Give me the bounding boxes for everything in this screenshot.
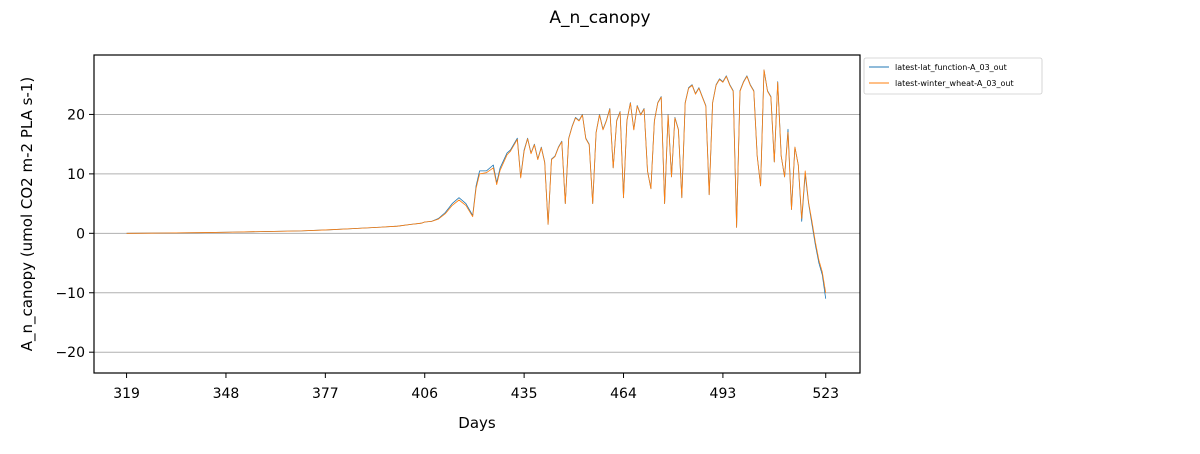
series-line-1 (126, 69, 827, 299)
x-axis-ticks: 319 348 377 406 435 464 493 523 (113, 373, 839, 402)
x-tick-label: 493 (710, 386, 737, 402)
gridlines (94, 113, 860, 353)
legend-label: latest-winter_wheat-A_03_out (895, 79, 1014, 88)
x-tick-label: 435 (511, 386, 538, 402)
y-axis-ticks: −20 −10 0 10 20 (55, 107, 94, 361)
y-tick-label: −20 (55, 345, 85, 361)
x-tick-label: 523 (812, 386, 839, 402)
x-tick-label: 406 (411, 386, 438, 402)
y-axis-title: A_n_canopy (umol CO2 m-2 PLA s-1) (18, 77, 37, 351)
series-lines (126, 69, 827, 299)
y-tick-label: −10 (55, 286, 85, 302)
x-tick-label: 319 (113, 386, 140, 402)
legend-box (863, 57, 1043, 95)
x-axis-title: Days (458, 414, 496, 432)
series-line-2 (126, 69, 827, 293)
x-tick-label: 464 (610, 386, 637, 402)
y-tick-label: 10 (67, 167, 85, 183)
y-tick-label: 0 (76, 226, 85, 242)
x-tick-label: 348 (213, 386, 240, 402)
plot-area-frame (93, 54, 861, 374)
legend: latest-lat_function-A_03_out latest-winte… (863, 57, 1043, 95)
legend-label: latest-lat_function-A_03_out (895, 63, 1007, 72)
chart-title: A_n_canopy (549, 8, 650, 28)
y-tick-label: 20 (67, 107, 85, 123)
x-tick-label: 377 (312, 386, 339, 402)
